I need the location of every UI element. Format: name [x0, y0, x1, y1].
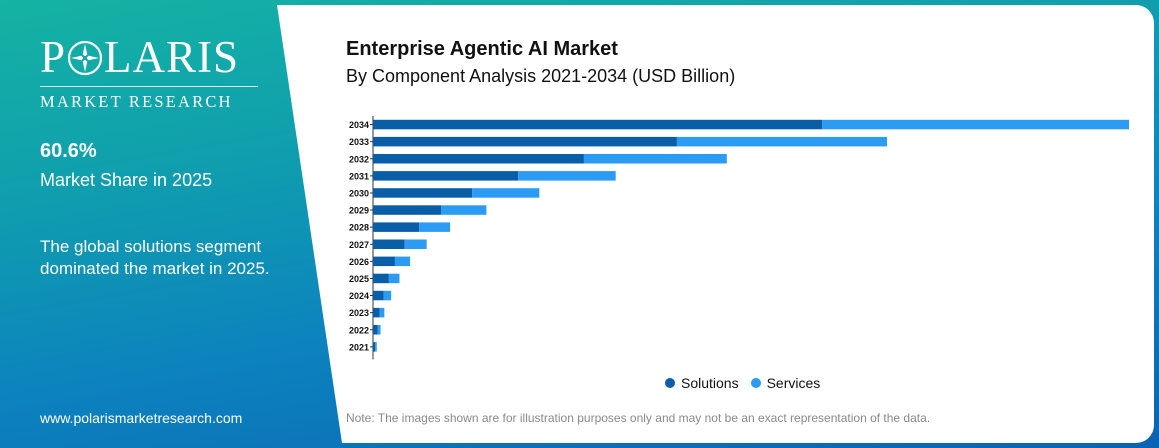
bar-solutions-2024[interactable] [373, 290, 384, 301]
sidebar-panel: P LARIS MARKET RESEARCH 60.6% Market Sha… [0, 0, 300, 448]
disclaimer-note: Note: The images shown are for illustrat… [346, 411, 931, 425]
bar-services-2023[interactable] [379, 307, 385, 318]
logo-text-p: P [40, 32, 67, 82]
legend-item-services: Services [750, 375, 821, 391]
bar-solutions-2027[interactable] [373, 239, 405, 250]
y-tick-label: 2031 [349, 171, 369, 181]
bar-solutions-2023[interactable] [373, 307, 380, 318]
bar-solutions-2034[interactable] [373, 119, 823, 130]
bar-services-2029[interactable] [441, 205, 487, 215]
chart-legend: Solutions Services [665, 375, 820, 391]
bar-solutions-2033[interactable] [373, 136, 677, 147]
y-tick-label: 2029 [349, 206, 369, 216]
y-tick-label: 2022 [349, 325, 369, 335]
bar-services-2032[interactable] [583, 154, 727, 164]
bar-solutions-2032[interactable] [373, 154, 584, 164]
chart-title: Enterprise Agentic AI Market [346, 38, 618, 60]
y-tick-label: 2028 [349, 223, 369, 233]
bar-services-2024[interactable] [383, 290, 392, 301]
logo-subtitle: MARKET RESEARCH [40, 92, 233, 111]
bar-solutions-2030[interactable] [373, 188, 473, 198]
bar-solutions-2028[interactable] [373, 222, 420, 232]
polaris-logo[interactable]: P LARIS MARKET RESEARCH [40, 34, 258, 112]
bar-solutions-2026[interactable] [373, 256, 395, 267]
market-share-value: 60.6% [40, 140, 97, 162]
bar-services-2034[interactable] [822, 119, 1129, 130]
logo-divider [40, 86, 258, 87]
bar-solutions-2022[interactable] [373, 325, 378, 335]
segment-description: The global solutions segment dominated t… [40, 237, 270, 278]
bar-chart: 2034 2033 2032 2031 2030 2029 2028 2027 2026 2025… [349, 116, 1129, 360]
bar-services-2025[interactable] [388, 273, 400, 284]
website-link[interactable]: www.polarismarketresearch.com [40, 410, 243, 426]
bar-services-2030[interactable] [472, 188, 540, 198]
y-tick-label: 2032 [349, 154, 369, 164]
logo-wordmark: P LARIS [40, 34, 258, 80]
y-tick-label: 2025 [349, 274, 369, 284]
bar-solutions-2025[interactable] [373, 273, 389, 284]
y-tick-label: 2024 [349, 291, 369, 301]
y-tick-label: 2026 [349, 257, 369, 267]
legend-dot-solutions [665, 378, 675, 388]
legend-label-services: Services [766, 375, 821, 391]
y-tick-label: 2023 [349, 308, 369, 318]
legend-label-solutions: Solutions [681, 375, 739, 391]
compass-star-icon [67, 40, 103, 76]
y-tick-label: 2033 [349, 137, 369, 147]
bar-services-2022[interactable] [377, 325, 381, 335]
bar-services-2026[interactable] [394, 256, 411, 267]
y-tick-label: 2027 [349, 240, 369, 250]
y-tick-label: 2021 [349, 342, 369, 352]
bar-services-2033[interactable] [676, 136, 888, 147]
legend-item-solutions: Solutions [665, 375, 739, 391]
chart-card: Enterprise Agentic AI Market By Componen… [277, 5, 1154, 443]
legend-dot-services [750, 378, 761, 388]
bar-services-2031[interactable] [518, 171, 616, 181]
bar-solutions-2021[interactable] [373, 342, 376, 352]
market-share-label: Market Share in 2025 [40, 170, 213, 190]
y-tick-label: 2034 [349, 120, 369, 130]
bar-solutions-2029[interactable] [373, 205, 442, 215]
y-tick-label: 2030 [349, 188, 369, 198]
bar-services-2021[interactable] [375, 342, 377, 352]
bar-services-2028[interactable] [419, 222, 451, 232]
logo-text-laris: LARIS [104, 32, 240, 82]
bar-services-2027[interactable] [404, 239, 427, 250]
bar-solutions-2031[interactable] [373, 171, 519, 181]
chart-subtitle: By Component Analysis 2021-2034 (USD Bil… [346, 66, 736, 86]
